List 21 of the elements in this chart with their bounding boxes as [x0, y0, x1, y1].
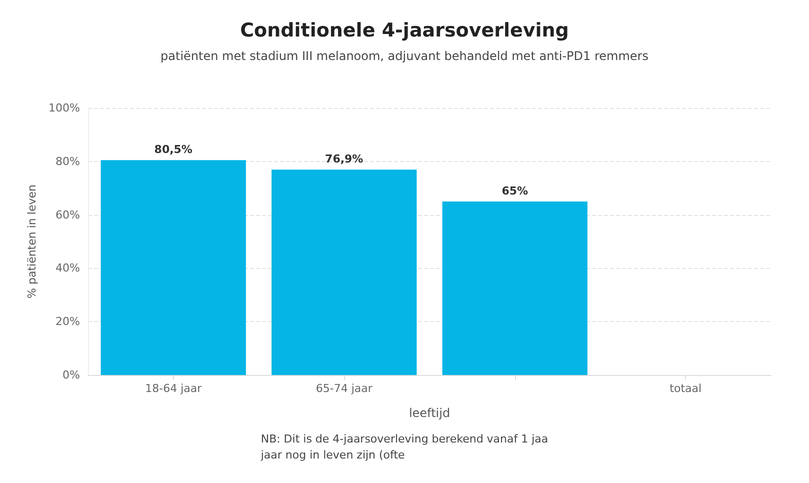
- chart-title: Conditionele 4-jaarsoverleving: [240, 20, 569, 42]
- y-tick-label: 80%: [56, 154, 80, 168]
- bar: [100, 160, 246, 375]
- bar: [442, 201, 588, 375]
- y-tick-label: 100%: [48, 102, 80, 114]
- x-axis-title: leeftijd: [408, 406, 450, 420]
- data-label: 76,9%: [325, 152, 364, 166]
- text: jaar nog in leven zijn (ofte: [260, 448, 406, 462]
- data-label: 65%: [502, 184, 528, 198]
- x-tick-label: 18-64 jaar: [145, 382, 202, 395]
- x-tick-label: totaal: [670, 382, 702, 395]
- y-tick-label: 0%: [62, 368, 80, 382]
- y-tick-label: 20%: [56, 315, 80, 328]
- text: NB: Dit is de 4-jaarsoverleving berekend vanaf 1 jaa: [260, 432, 548, 446]
- bar: [272, 170, 417, 375]
- data-label: 80,5%: [154, 143, 192, 156]
- y-tick-label: 40%: [56, 262, 80, 275]
- y-axis-title: % patiënten in leven: [26, 184, 39, 298]
- y-tick-label: 60%: [56, 208, 80, 222]
- x-tick-label: 65-74 jaar: [316, 382, 373, 395]
- chart-subtitle: patiënten met stadium III melanoom, adjuvant behandeld met anti-PD1 remmers: [160, 49, 648, 63]
